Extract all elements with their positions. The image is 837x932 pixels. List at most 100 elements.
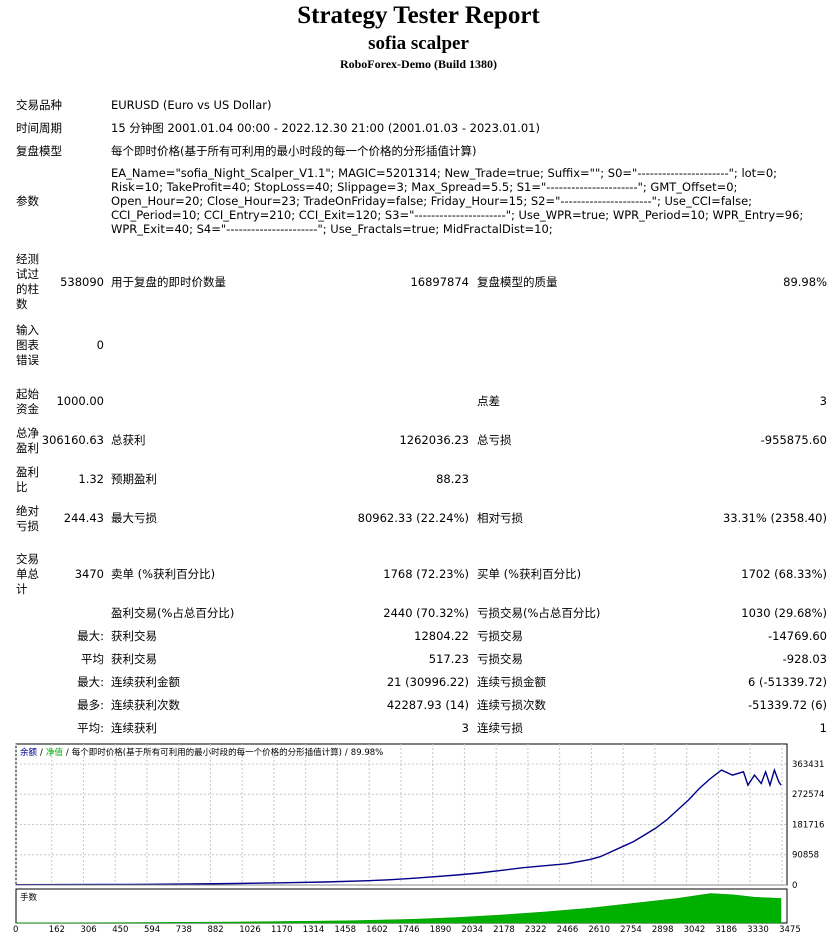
expected-label: 预期盈利 <box>111 472 157 486</box>
y-tick-label: 272574 <box>792 790 824 800</box>
x-tick-label: 162 <box>49 925 65 932</box>
symbol-value: EURUSD (Euro vs US Dollar) <box>111 98 272 112</box>
legend-equity: 净值 <box>46 747 64 758</box>
x-tick-label: 2178 <box>493 925 515 932</box>
server-build: RoboForex-Demo (Build 1380) <box>339 57 498 71</box>
largest-win-label: 获利交易 <box>111 629 157 643</box>
balance-line <box>15 767 782 886</box>
x-tick-label: 2034 <box>461 925 483 932</box>
win-label: 盈利交易(%占总百分比) <box>111 606 235 620</box>
legend-sep-1: / <box>40 748 43 758</box>
x-tick-label: 2610 <box>588 925 610 932</box>
y-axis-labels: 0 90858 181716 272574 363431 <box>792 760 824 891</box>
x-tick-label: 306 <box>80 925 96 932</box>
max-dd-label: 最大亏损 <box>111 511 157 525</box>
abs-dd-label: 绝对亏损 <box>16 504 39 533</box>
short-label: 卖单 (%获利百分比) <box>111 567 216 581</box>
most-prefix: 最多: <box>77 698 104 712</box>
x-tick-label: 1746 <box>398 925 420 932</box>
x-tick-label: 1026 <box>239 925 261 932</box>
legend-balance: 余额 <box>20 747 38 758</box>
trades-value: 3470 <box>74 567 104 581</box>
cons-win-cnt-label: 连续获利次数 <box>111 698 180 712</box>
abs-dd-value: 244.43 <box>63 511 104 525</box>
period-value: 15 分钟图 2001.01.04 00:00 - 2022.12.30 21:… <box>111 121 540 135</box>
net-value: 306160.63 <box>41 433 104 447</box>
spread-value: 3 <box>819 394 827 408</box>
y-tick-label: 0 <box>792 881 797 891</box>
quality-label: 复盘模型的质量 <box>477 275 558 289</box>
deposit-label: 起始资金 <box>16 387 39 416</box>
avg-loss-value: -928.03 <box>782 652 827 666</box>
ticks-label: 用于复盘的即时价数量 <box>111 275 226 289</box>
balance-chart: 余额 / 净值 / 每个即时价格(基于所有可利用的最小时段的每一个价格的分形插值计算) /… <box>13 743 824 932</box>
model-value: 每个即时价格(基于所有可利用的最小时段的每一个价格的分形插值计算) <box>111 144 477 158</box>
spread-label: 点差 <box>477 394 500 408</box>
y-tick-label: 90858 <box>792 851 819 861</box>
cons-win-amt-label: 连续获利金额 <box>111 675 180 689</box>
x-tick-label: 3042 <box>684 925 706 932</box>
chart-frame <box>15 743 788 886</box>
loss-value: 1030 (29.68%) <box>741 606 827 620</box>
long-label: 买单 (%获利百分比) <box>477 567 582 581</box>
avg2-prefix: 平均: <box>77 721 104 735</box>
x-tick-label: 3186 <box>715 925 737 932</box>
x-tick-label: 738 <box>176 925 192 932</box>
x-tick-label: 882 <box>207 925 223 932</box>
bars-value: 538090 <box>60 275 104 289</box>
errors-label: 输入图表错误 <box>16 323 39 367</box>
model-label: 复盘模型 <box>16 144 62 158</box>
max2-prefix: 最大: <box>77 675 104 689</box>
x-tick-label: 2754 <box>620 925 642 932</box>
x-tick-label: 0 <box>13 925 18 932</box>
gross-profit-label: 总获利 <box>111 433 146 447</box>
gross-profit-value: 1262036.23 <box>399 433 469 447</box>
x-tick-label: 3330 <box>747 925 769 932</box>
x-tick-label: 1890 <box>430 925 452 932</box>
x-tick-label: 1602 <box>366 925 388 932</box>
x-tick-label: 1314 <box>303 925 325 932</box>
cons-loss-amt-value: 6 (-51339.72) <box>748 675 827 689</box>
x-tick-label: 450 <box>112 925 128 932</box>
cons-loss-cnt-label: 连续亏损次数 <box>477 698 546 712</box>
gross-loss-label: 总亏损 <box>477 433 512 447</box>
avg-win-value: 517.23 <box>428 652 469 666</box>
report-title: Strategy Tester Report <box>297 2 540 29</box>
ticks-value: 16897874 <box>410 275 469 289</box>
max-prefix: 最大: <box>77 629 104 643</box>
long-value: 1702 (68.33%) <box>741 567 827 581</box>
x-tick-label: 594 <box>144 925 160 932</box>
legend-sep-3: / <box>345 748 348 758</box>
avg-cons-win-value: 3 <box>461 721 469 735</box>
rel-dd-label: 相对亏损 <box>477 511 523 525</box>
largest-win-value: 12804.22 <box>414 629 469 643</box>
gross-loss-value: -955875.60 <box>760 433 827 447</box>
legend-sep-2: / <box>66 748 69 758</box>
avg-cons-loss-value: 1 <box>819 721 827 735</box>
avg-cons-loss-label: 连续亏损 <box>477 721 523 735</box>
params-label: 参数 <box>16 194 39 208</box>
avg-prefix: 平均 <box>81 652 104 666</box>
lot-area <box>15 893 782 924</box>
x-tick-label: 1170 <box>271 925 293 932</box>
lot-panel-label: 手数 <box>20 892 38 903</box>
net-label: 总净盈利 <box>16 426 39 455</box>
errors-value: 0 <box>96 338 104 352</box>
cons-win-amt-value: 21 (30996.22) <box>386 675 469 689</box>
params-value: EA_Name="sofia_Night_Scalper_V1.1"; MAGI… <box>111 166 804 236</box>
max-dd-value: 80962.33 (22.24%) <box>357 511 469 525</box>
short-value: 1768 (72.23%) <box>383 567 469 581</box>
trades-label: 交易单总计 <box>16 552 39 596</box>
quality-value: 89.98% <box>783 275 827 289</box>
x-tick-label: 3475 <box>779 925 801 932</box>
legend-model: 每个即时价格(基于所有可利用的最小时段的每一个价格的分形插值计算) <box>72 747 342 758</box>
symbol-label: 交易品种 <box>16 98 62 112</box>
expected-value: 88.23 <box>436 472 469 486</box>
pf-value: 1.32 <box>78 472 104 486</box>
period-label: 时间周期 <box>16 121 62 135</box>
legend-quality: 89.98% <box>351 748 383 758</box>
y-tick-label: 363431 <box>792 760 824 770</box>
x-tick-label: 2322 <box>525 925 547 932</box>
chart-legend: 余额 / 净值 / 每个即时价格(基于所有可利用的最小时段的每一个价格的分形插值计算) /… <box>20 747 383 758</box>
x-axis-labels: 0 162 306 450 594 738 882 1026 1170 1314 1458 1602 1… <box>13 925 801 932</box>
